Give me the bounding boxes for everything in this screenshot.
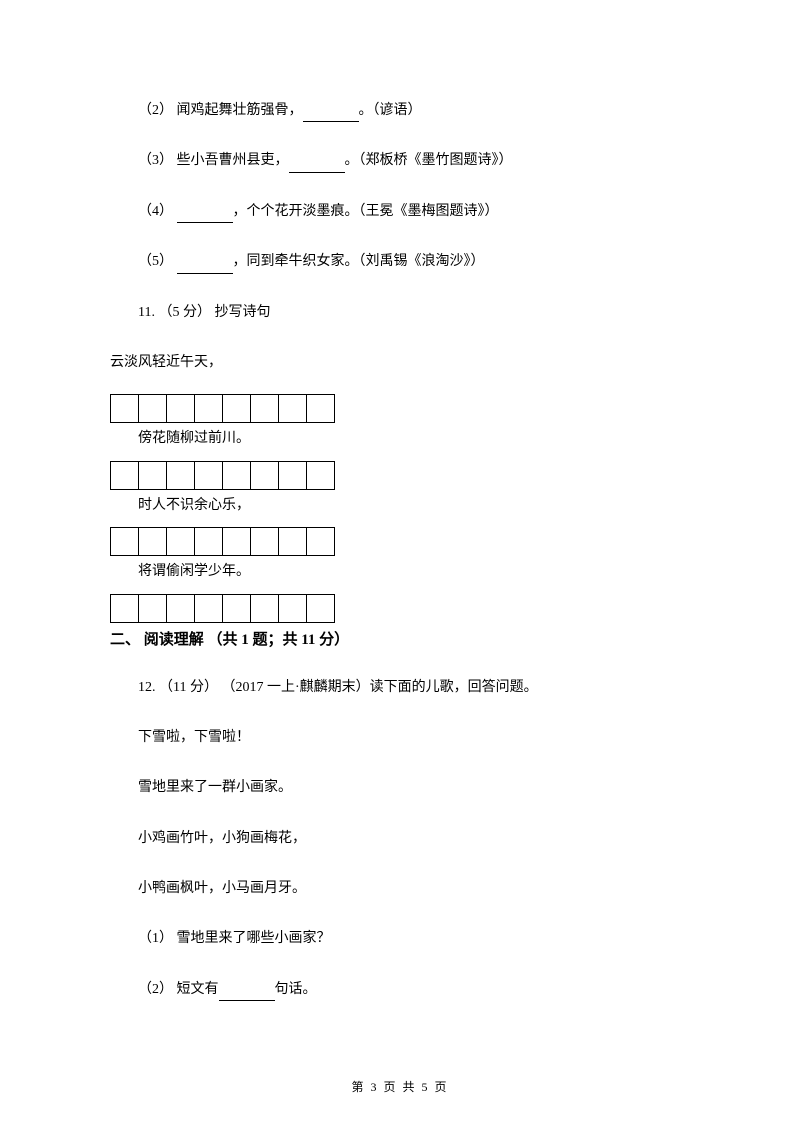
blank-line[interactable] (303, 108, 359, 122)
reading-line: 下雪啦，下雪啦！ (138, 730, 250, 745)
writing-boxes-row[interactable] (110, 394, 690, 423)
question-5: （5） ，同到牵牛织女家。（刘禹锡《浪淘沙》） (110, 251, 690, 273)
q5-num: （5） (138, 254, 173, 269)
q3-num: （3） (138, 153, 173, 168)
q3-text: 些小吾曹州县吏， (173, 153, 289, 168)
reading-line: 雪地里来了一群小画家。 (138, 780, 292, 795)
sub-question-text-b: 句话。 (275, 982, 317, 997)
writing-cell[interactable] (138, 527, 167, 556)
footer-text: 第 3 页 共 5 页 (351, 1080, 448, 1094)
blank-line[interactable] (219, 987, 275, 1001)
section-header-text: 二、 阅读理解 （共 1 题；共 11 分） (110, 632, 349, 648)
writing-boxes-row[interactable] (110, 527, 690, 556)
writing-cell[interactable] (166, 594, 195, 623)
blank-line[interactable] (177, 260, 233, 274)
writing-cell[interactable] (222, 594, 251, 623)
question-12-label: 12. （11 分） （2017 一上·麒麟期末）读下面的儿歌，回答问题。 (110, 677, 690, 699)
q12-p2: 雪地里来了一群小画家。 (110, 777, 690, 799)
question-4: （4） ，个个花开淡墨痕。（王冕《墨梅图题诗》） (110, 201, 690, 223)
page-footer: 第 3 页 共 5 页 (0, 1078, 800, 1097)
writing-boxes-row[interactable] (110, 461, 690, 490)
q5-suffix: ，同到牵牛织女家。（刘禹锡《浪淘沙》） (233, 254, 485, 269)
poem-line: 将谓偷闲学少年。 (138, 564, 250, 579)
writing-cell[interactable] (250, 394, 279, 423)
writing-cell[interactable] (306, 394, 335, 423)
writing-cell[interactable] (194, 394, 223, 423)
writing-cell[interactable] (110, 594, 139, 623)
q2-text: 闻鸡起舞壮筋强骨， (173, 103, 303, 118)
writing-cell[interactable] (278, 527, 307, 556)
writing-cell[interactable] (278, 461, 307, 490)
q12-sub2: （2） 短文有 句话。 (110, 979, 690, 1001)
writing-cell[interactable] (306, 461, 335, 490)
writing-cell[interactable] (138, 461, 167, 490)
writing-cell[interactable] (166, 394, 195, 423)
q4-num: （4） (138, 204, 173, 219)
writing-cell[interactable] (110, 527, 139, 556)
q3-suffix: 。（郑板桥《墨竹图题诗》） (345, 153, 513, 168)
writing-cell[interactable] (110, 394, 139, 423)
writing-cell[interactable] (250, 594, 279, 623)
writing-cell[interactable] (138, 594, 167, 623)
reading-line: 小鸭画枫叶，小马画月牙。 (138, 881, 306, 896)
writing-cell[interactable] (194, 461, 223, 490)
writing-cell[interactable] (250, 461, 279, 490)
reading-line: 小鸡画竹叶，小狗画梅花， (138, 831, 306, 846)
q12-p3: 小鸡画竹叶，小狗画梅花， (110, 828, 690, 850)
writing-cell[interactable] (278, 394, 307, 423)
q2-suffix: 。（谚语） (359, 103, 422, 118)
q11-label-text: 11. （5 分） 抄写诗句 (138, 305, 270, 320)
blank-line[interactable] (177, 209, 233, 223)
writing-cell[interactable] (250, 527, 279, 556)
writing-cell[interactable] (306, 527, 335, 556)
writing-cell[interactable] (222, 527, 251, 556)
writing-cell[interactable] (222, 394, 251, 423)
writing-cell[interactable] (194, 527, 223, 556)
writing-boxes-row[interactable] (110, 594, 690, 623)
writing-cell[interactable] (222, 461, 251, 490)
poem-line: 傍花随柳过前川。 (138, 431, 250, 446)
question-11-label: 11. （5 分） 抄写诗句 (110, 302, 690, 324)
writing-cell[interactable] (166, 461, 195, 490)
q11-line3: 时人不识余心乐， (110, 495, 690, 517)
q11-line2: 傍花随柳过前川。 (110, 428, 690, 450)
poem-line: 云淡风轻近午天， (110, 355, 222, 370)
q12-p4: 小鸭画枫叶，小马画月牙。 (110, 878, 690, 900)
poem-line: 时人不识余心乐， (138, 498, 250, 513)
writing-cell[interactable] (194, 594, 223, 623)
q2-num: （2） (138, 103, 173, 118)
q12-label-text: 12. （11 分） （2017 一上·麒麟期末）读下面的儿歌，回答问题。 (138, 680, 538, 695)
sub-question-text: （1） 雪地里来了哪些小画家？ (138, 931, 331, 946)
q4-suffix: ，个个花开淡墨痕。（王冕《墨梅图题诗》） (233, 204, 499, 219)
blank-line[interactable] (289, 159, 345, 173)
q11-line1: 云淡风轻近午天， (110, 352, 690, 374)
q11-line4: 将谓偷闲学少年。 (110, 561, 690, 583)
sub-question-text-a: （2） 短文有 (138, 982, 219, 997)
writing-cell[interactable] (306, 594, 335, 623)
q12-sub1: （1） 雪地里来了哪些小画家？ (110, 928, 690, 950)
section-2-header: 二、 阅读理解 （共 1 题；共 11 分） (110, 628, 690, 652)
q12-p1: 下雪啦，下雪啦！ (110, 727, 690, 749)
writing-cell[interactable] (166, 527, 195, 556)
writing-cell[interactable] (110, 461, 139, 490)
writing-cell[interactable] (138, 394, 167, 423)
writing-cell[interactable] (278, 594, 307, 623)
question-2: （2） 闻鸡起舞壮筋强骨， 。（谚语） (110, 100, 690, 122)
question-3: （3） 些小吾曹州县吏， 。（郑板桥《墨竹图题诗》） (110, 150, 690, 172)
